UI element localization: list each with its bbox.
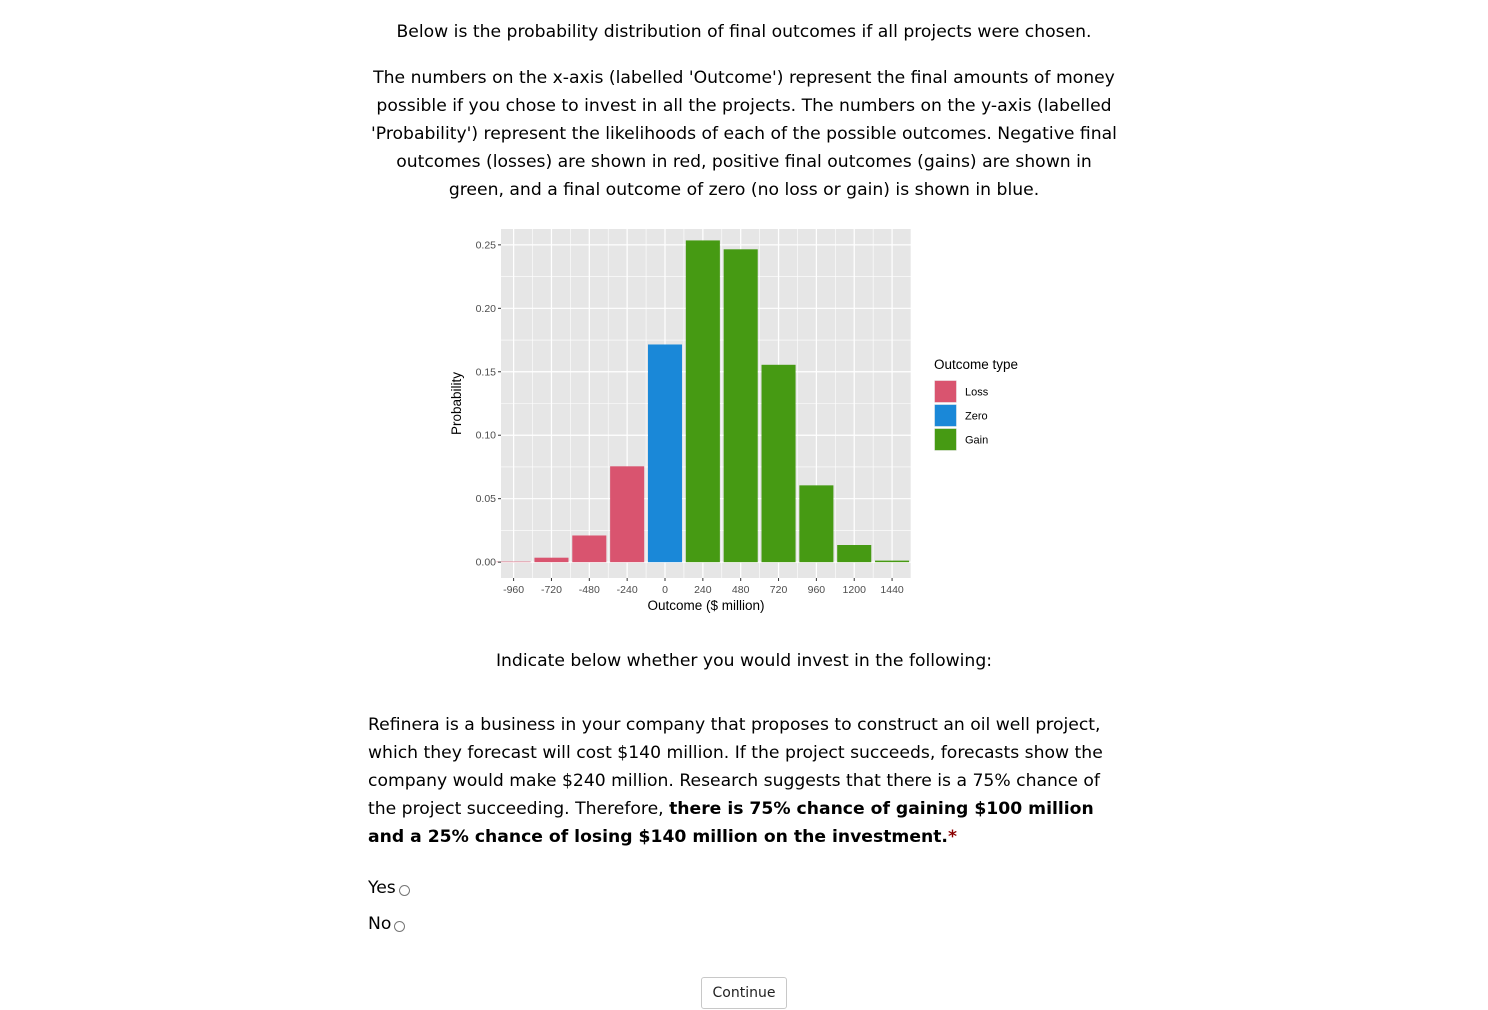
histogram-bar [534,557,569,563]
option-yes-label: Yes [368,878,396,898]
legend-label-gain: Gain [965,435,988,447]
histogram-bar [875,560,910,563]
histogram-bar [610,466,645,563]
histogram-bar [496,561,531,563]
histogram-bar [723,249,758,563]
histogram-bar [685,240,720,563]
legend-key-gain [934,428,957,451]
x-tick-label: -720 [541,584,562,596]
histogram-bar [572,535,607,563]
x-tick-label: 1440 [880,584,904,596]
y-tick-label: 0.15 [476,366,497,378]
legend-key-zero [934,404,957,427]
x-axis-title: Outcome ($ million) [647,598,764,613]
continue-button[interactable]: Continue [701,977,787,1009]
x-tick-label: 480 [732,584,750,596]
intro-heading: Below is the probability distribution of… [396,22,1092,42]
option-no-label: No [368,914,392,934]
legend-label-zero: Zero [965,411,988,423]
y-tick-label: 0.05 [476,493,497,505]
invest-instruction: Indicate below whether you would invest … [495,651,993,671]
x-tick-label: -960 [503,584,524,596]
question-text: Refinera is a business in your company t… [368,715,1103,819]
x-tick-label: 960 [808,584,826,596]
histogram-bar [761,364,796,563]
legend-title: Outcome type [934,357,1018,372]
investment-question: Refinera is a business in your company t… [368,711,1120,851]
histogram-bar [799,485,834,563]
x-tick-label: 0 [662,584,668,596]
y-tick-label: 0.25 [476,239,497,251]
option-no[interactable]: No [368,912,406,936]
y-axis-title: Probability [449,372,464,435]
legend-label-loss: Loss [965,387,989,399]
legend-key-loss [934,380,957,403]
y-tick-label: 0.20 [476,303,497,315]
histogram-bar [647,344,683,563]
yes-radio[interactable] [398,885,410,896]
required-marker: * [947,827,957,847]
x-tick-label: -240 [617,584,638,596]
y-tick-label: 0.00 [476,557,497,569]
outcome-probability-chart: 0.00 0.05 0.10 0.15 0.20 0.25 -960 -720 -480 -240… [449,229,1018,613]
question-emphasis: there is 75% chance of gaining $100 mill… [368,799,1094,847]
option-yes[interactable]: Yes [368,876,410,900]
y-tick-label: 0.10 [476,430,497,442]
x-tick-label: 1200 [843,584,867,596]
intro-explanation: The numbers on the x-axis (labelled 'Out… [371,68,1117,200]
histogram-bar [837,545,872,563]
x-tick-label: 720 [770,584,788,596]
x-tick-label: 240 [694,584,712,596]
no-radio[interactable] [394,921,406,932]
x-tick-label: -480 [579,584,600,596]
